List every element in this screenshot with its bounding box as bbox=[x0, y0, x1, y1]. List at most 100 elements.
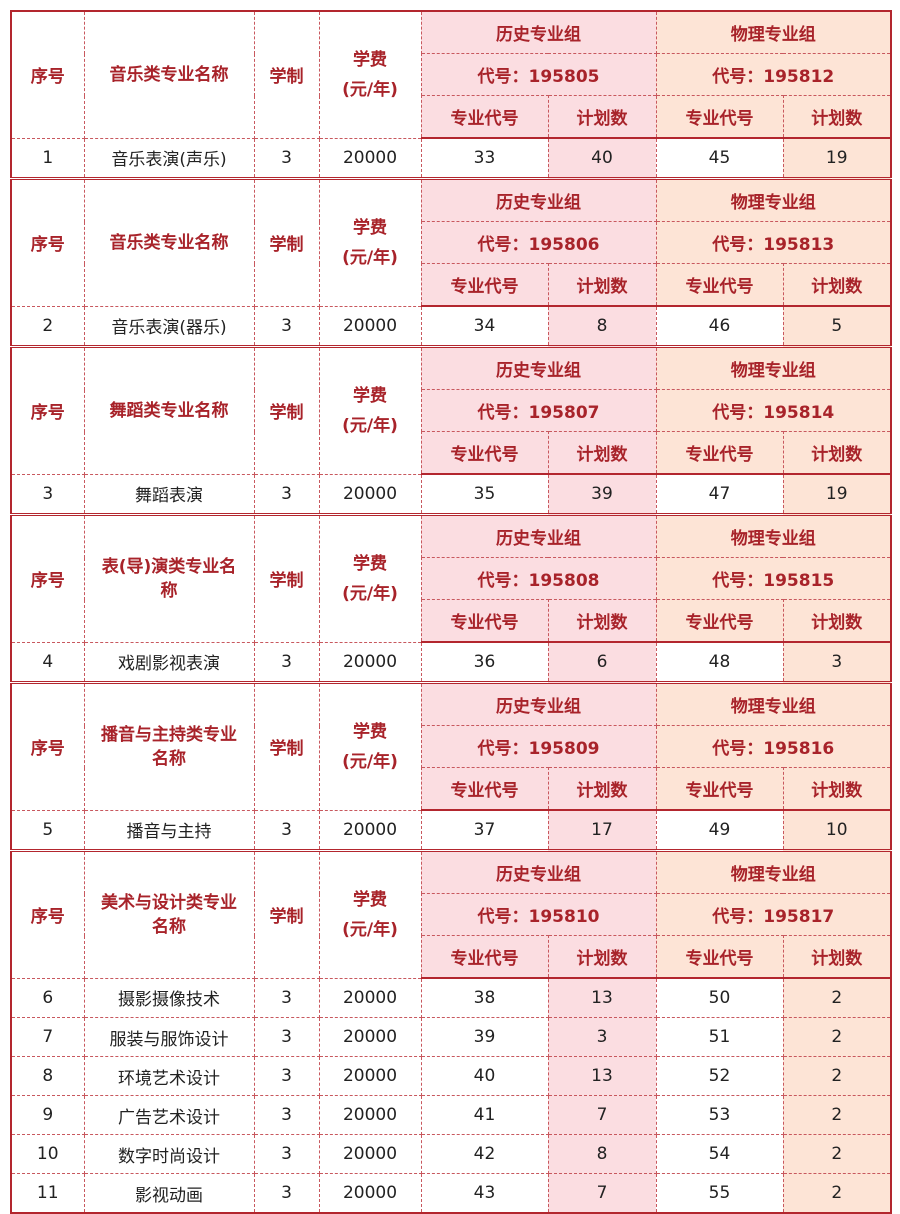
header-row: 序号 舞蹈类专业名称 学制 学费 (元/年) 历史专业组 物理专业组 bbox=[10, 345, 892, 475]
header-row: 序号 美术与设计类专业名称 学制 学费 (元/年) 历史专业组 物理专业组 bbox=[10, 849, 892, 979]
row-fee: 20000 bbox=[318, 1134, 422, 1174]
row-physics-plan: 2 bbox=[782, 1056, 892, 1096]
row-no: 4 bbox=[10, 641, 85, 683]
row-no: 9 bbox=[10, 1095, 85, 1135]
history-group-code: 代号：195809 bbox=[420, 725, 657, 768]
row-history-code: 43 bbox=[420, 1173, 549, 1214]
header-years: 学制 bbox=[253, 345, 320, 475]
history-plan-header: 计划数 bbox=[547, 431, 657, 475]
history-plan-header: 计划数 bbox=[547, 599, 657, 643]
row-fee: 20000 bbox=[318, 137, 422, 179]
row-years: 3 bbox=[253, 1173, 320, 1214]
header-fee: 学费 (元/年) bbox=[318, 849, 422, 979]
header-no: 序号 bbox=[10, 513, 85, 643]
row-years: 3 bbox=[253, 977, 320, 1018]
table-row: 7 服装与服饰设计 3 20000 39 3 51 2 bbox=[10, 1017, 892, 1057]
physics-group-code: 代号：195817 bbox=[655, 893, 892, 936]
history-group-code: 代号：195805 bbox=[420, 53, 657, 96]
row-years: 3 bbox=[253, 473, 320, 515]
row-no: 2 bbox=[10, 305, 85, 347]
row-physics-plan: 2 bbox=[782, 1095, 892, 1135]
table-row: 1 音乐表演(声乐) 3 20000 33 40 45 19 bbox=[10, 137, 892, 179]
row-history-code: 42 bbox=[420, 1134, 549, 1174]
row-major-name: 数字时尚设计 bbox=[83, 1134, 255, 1174]
history-major-code-header: 专业代号 bbox=[420, 935, 549, 979]
row-major-name: 音乐表演(器乐) bbox=[83, 305, 255, 347]
row-physics-plan: 2 bbox=[782, 1017, 892, 1057]
physics-group-code: 代号：195815 bbox=[655, 557, 892, 600]
table-row: 4 戏剧影视表演 3 20000 36 6 48 3 bbox=[10, 641, 892, 683]
row-physics-plan: 2 bbox=[782, 1134, 892, 1174]
physics-group-title: 物理专业组 bbox=[655, 849, 892, 894]
history-group-title: 历史专业组 bbox=[420, 10, 657, 54]
table-row: 5 播音与主持 3 20000 37 17 49 10 bbox=[10, 809, 892, 851]
row-history-code: 35 bbox=[420, 473, 549, 515]
row-physics-plan: 3 bbox=[782, 641, 892, 683]
row-physics-plan: 2 bbox=[782, 1173, 892, 1214]
physics-major-code-header: 专业代号 bbox=[655, 935, 784, 979]
history-group-title: 历史专业组 bbox=[420, 681, 657, 726]
header-no: 序号 bbox=[10, 10, 85, 139]
row-history-plan: 17 bbox=[547, 809, 657, 851]
row-history-plan: 7 bbox=[547, 1095, 657, 1135]
header-row: 专业代号 计划数 专业代号 计划数 bbox=[11, 599, 892, 643]
header-row: 代号：195807 代号：195814 bbox=[11, 389, 892, 432]
header-no: 序号 bbox=[10, 177, 85, 307]
row-no: 5 bbox=[10, 809, 85, 851]
table-row: 8 环境艺术设计 3 20000 40 13 52 2 bbox=[10, 1056, 892, 1096]
row-history-code: 34 bbox=[420, 305, 549, 347]
header-row: 专业代号 计划数 专业代号 计划数 bbox=[11, 767, 892, 811]
row-no: 1 bbox=[10, 137, 85, 179]
row-major-name: 播音与主持 bbox=[83, 809, 255, 851]
header-category-name: 美术与设计类专业名称 bbox=[83, 849, 255, 979]
physics-major-code-header: 专业代号 bbox=[655, 95, 784, 139]
header-row: 序号 音乐类专业名称 学制 学费 (元/年) 历史专业组 物理专业组 bbox=[10, 177, 892, 307]
header-row: 代号：195808 代号：195815 bbox=[11, 557, 892, 600]
row-fee: 20000 bbox=[318, 305, 422, 347]
row-history-plan: 3 bbox=[547, 1017, 657, 1057]
row-history-plan: 13 bbox=[547, 1056, 657, 1096]
header-row: 序号 音乐类专业名称 学制 学费 (元/年) 历史专业组 物理专业组 bbox=[10, 10, 892, 139]
physics-group-code: 代号：195816 bbox=[655, 725, 892, 768]
header-fee: 学费 (元/年) bbox=[318, 513, 422, 643]
physics-group-title: 物理专业组 bbox=[655, 177, 892, 222]
header-row: 代号：195809 代号：195816 bbox=[11, 725, 892, 768]
row-history-code: 41 bbox=[420, 1095, 549, 1135]
row-no: 6 bbox=[10, 977, 85, 1018]
row-fee: 20000 bbox=[318, 1017, 422, 1057]
row-no: 7 bbox=[10, 1017, 85, 1057]
physics-plan-header: 计划数 bbox=[782, 95, 892, 139]
history-plan-header: 计划数 bbox=[547, 767, 657, 811]
history-group-code: 代号：195806 bbox=[420, 221, 657, 264]
row-major-name: 广告艺术设计 bbox=[83, 1095, 255, 1135]
physics-plan-header: 计划数 bbox=[782, 599, 892, 643]
history-major-code-header: 专业代号 bbox=[420, 263, 549, 307]
row-major-name: 戏剧影视表演 bbox=[83, 641, 255, 683]
enrollment-plan-table: 序号 音乐类专业名称 学制 学费 (元/年) 历史专业组 物理专业组 代号：195805 代号… bbox=[10, 10, 892, 1214]
row-physics-plan: 10 bbox=[782, 809, 892, 851]
header-years: 学制 bbox=[253, 849, 320, 979]
row-years: 3 bbox=[253, 1017, 320, 1057]
row-major-name: 舞蹈表演 bbox=[83, 473, 255, 515]
row-physics-code: 47 bbox=[655, 473, 784, 515]
row-history-code: 33 bbox=[420, 137, 549, 179]
history-group-title: 历史专业组 bbox=[420, 177, 657, 222]
table-row: 9 广告艺术设计 3 20000 41 7 53 2 bbox=[10, 1095, 892, 1135]
header-years: 学制 bbox=[253, 177, 320, 307]
row-physics-code: 49 bbox=[655, 809, 784, 851]
header-row: 专业代号 计划数 专业代号 计划数 bbox=[11, 431, 892, 475]
history-major-code-header: 专业代号 bbox=[420, 95, 549, 139]
row-major-name: 音乐表演(声乐) bbox=[83, 137, 255, 179]
row-fee: 20000 bbox=[318, 1056, 422, 1096]
history-group-code: 代号：195808 bbox=[420, 557, 657, 600]
header-category-name: 音乐类专业名称 bbox=[83, 10, 255, 139]
row-major-name: 服装与服饰设计 bbox=[83, 1017, 255, 1057]
header-category-name: 音乐类专业名称 bbox=[83, 177, 255, 307]
history-group-code: 代号：195810 bbox=[420, 893, 657, 936]
row-history-plan: 40 bbox=[547, 137, 657, 179]
row-history-plan: 8 bbox=[547, 305, 657, 347]
physics-group-title: 物理专业组 bbox=[655, 513, 892, 558]
header-no: 序号 bbox=[10, 681, 85, 811]
row-fee: 20000 bbox=[318, 1173, 422, 1214]
header-no: 序号 bbox=[10, 345, 85, 475]
